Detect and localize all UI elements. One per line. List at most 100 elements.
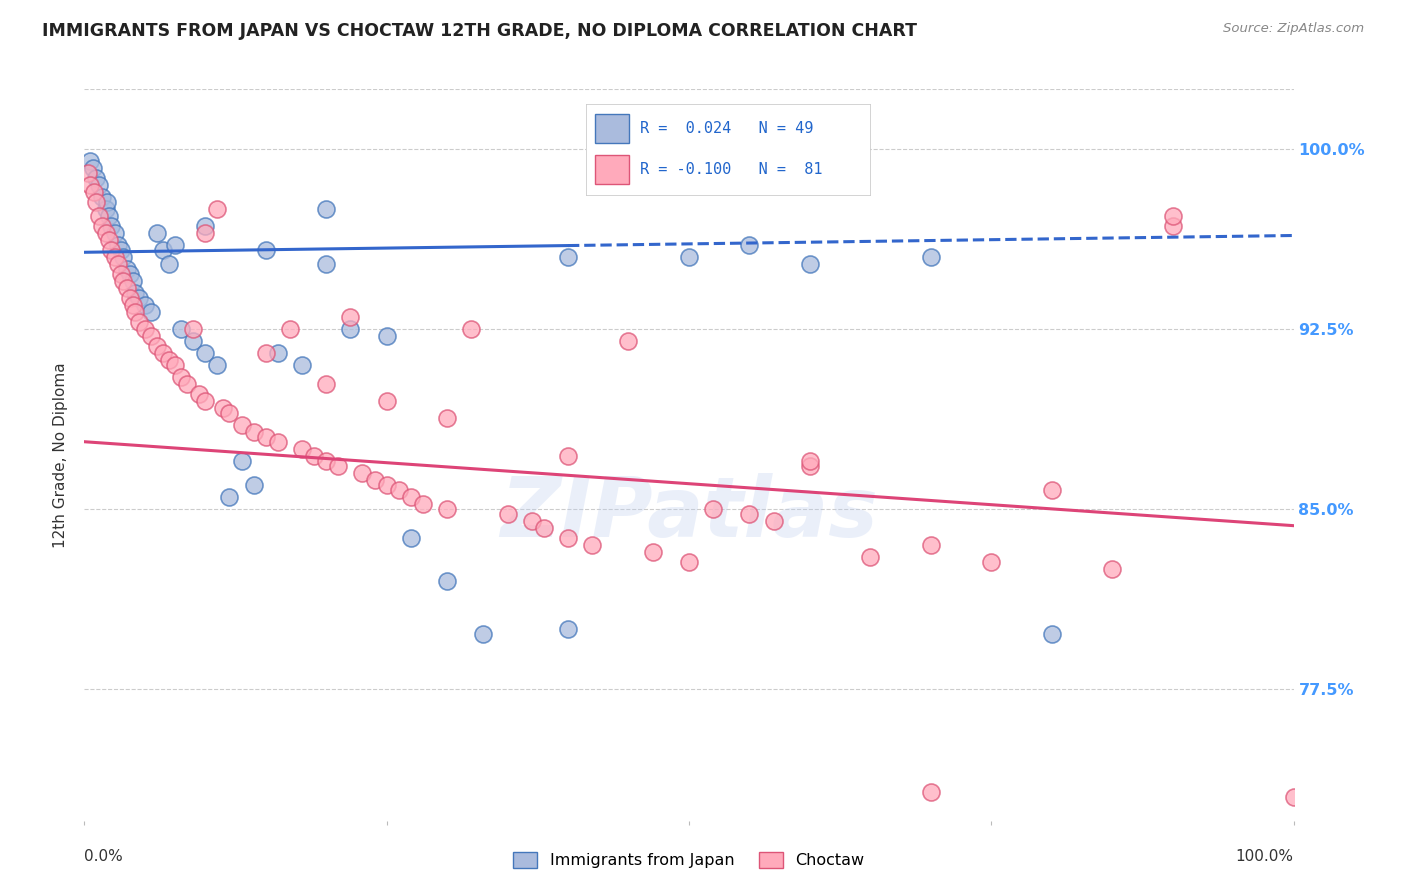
Point — [218, 406, 240, 420]
Point — [762, 514, 785, 528]
Point — [112, 274, 135, 288]
Point — [83, 186, 105, 200]
Point — [152, 243, 174, 257]
Point — [533, 521, 555, 535]
Bar — [595, 155, 628, 185]
Point — [315, 202, 337, 216]
Point — [799, 257, 821, 271]
Point — [315, 257, 337, 271]
Point — [1161, 209, 1184, 223]
Point — [328, 458, 350, 473]
Point — [557, 622, 579, 636]
Point — [157, 257, 180, 271]
Point — [128, 291, 150, 305]
Point — [194, 394, 217, 409]
Y-axis label: 12th Grade, No Diploma: 12th Grade, No Diploma — [53, 362, 69, 548]
Point — [678, 825, 700, 839]
Point — [339, 322, 361, 336]
Point — [375, 478, 398, 492]
Point — [157, 353, 180, 368]
Point — [97, 233, 120, 247]
Point — [375, 394, 398, 409]
Point — [738, 507, 761, 521]
Point — [920, 538, 942, 552]
Point — [436, 410, 458, 425]
Point — [170, 322, 193, 336]
Point — [399, 490, 422, 504]
Point — [115, 262, 138, 277]
Point — [115, 281, 138, 295]
Point — [375, 329, 398, 343]
Point — [231, 454, 253, 468]
Point — [207, 202, 229, 216]
Point — [581, 538, 603, 552]
Text: Source: ZipAtlas.com: Source: ZipAtlas.com — [1223, 22, 1364, 36]
Point — [363, 473, 385, 487]
Point — [176, 377, 198, 392]
Point — [128, 315, 150, 329]
Point — [460, 322, 482, 336]
Point — [188, 386, 211, 401]
Point — [738, 238, 761, 252]
Point — [472, 626, 495, 640]
Legend: Immigrants from Japan, Choctaw: Immigrants from Japan, Choctaw — [508, 846, 870, 875]
Point — [100, 243, 122, 257]
Point — [1161, 219, 1184, 233]
Point — [134, 298, 156, 312]
Point — [436, 574, 458, 588]
Point — [399, 531, 422, 545]
Point — [1101, 562, 1123, 576]
Bar — [595, 114, 628, 143]
Point — [1282, 789, 1305, 804]
Point — [254, 346, 277, 360]
Point — [120, 267, 142, 281]
Point — [617, 334, 640, 348]
Point — [77, 166, 100, 180]
Point — [121, 298, 143, 312]
Point — [146, 339, 169, 353]
Point — [100, 219, 122, 233]
Point — [242, 425, 264, 439]
Point — [86, 194, 108, 209]
Point — [104, 250, 127, 264]
Point — [267, 434, 290, 449]
Point — [121, 274, 143, 288]
Point — [1040, 626, 1063, 640]
Point — [557, 250, 579, 264]
Point — [104, 226, 127, 240]
Point — [107, 257, 129, 271]
Point — [194, 346, 217, 360]
Point — [139, 329, 162, 343]
Point — [557, 449, 579, 463]
Point — [87, 178, 110, 193]
Point — [181, 322, 204, 336]
Point — [146, 226, 169, 240]
Point — [124, 286, 146, 301]
Point — [110, 243, 132, 257]
Point — [134, 322, 156, 336]
Point — [94, 202, 117, 216]
Text: 0.0%: 0.0% — [84, 849, 124, 864]
Point — [139, 305, 162, 319]
Point — [641, 545, 664, 559]
Point — [207, 358, 229, 372]
Point — [94, 226, 117, 240]
Point — [388, 483, 411, 497]
Point — [212, 401, 235, 416]
Point — [920, 250, 942, 264]
Point — [152, 346, 174, 360]
Point — [120, 291, 142, 305]
Point — [315, 454, 337, 468]
Point — [339, 310, 361, 324]
Point — [315, 377, 337, 392]
Point — [96, 194, 118, 209]
Point — [107, 238, 129, 252]
Point — [678, 250, 700, 264]
Point — [496, 507, 519, 521]
Text: R =  0.024   N = 49: R = 0.024 N = 49 — [640, 121, 814, 136]
Point — [920, 785, 942, 799]
Point — [1040, 483, 1063, 497]
Point — [231, 417, 253, 432]
Point — [79, 178, 101, 193]
Point — [242, 478, 264, 492]
